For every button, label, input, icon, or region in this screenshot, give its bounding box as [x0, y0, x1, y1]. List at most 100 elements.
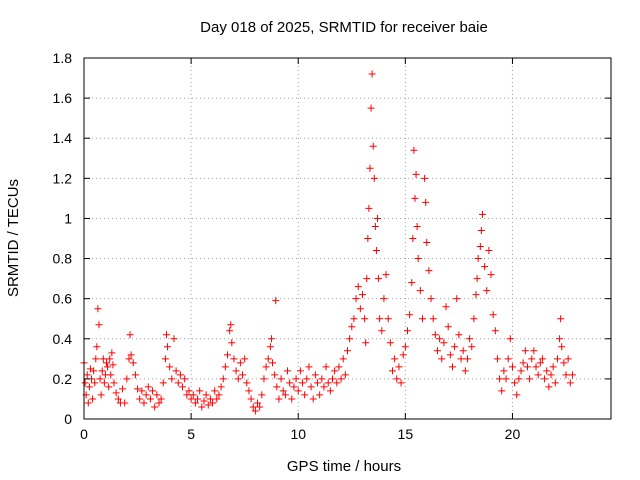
data-point: [406, 311, 414, 319]
data-point: [106, 355, 114, 363]
data-point: [230, 355, 238, 363]
data-point: [337, 375, 345, 383]
data-point: [84, 399, 92, 407]
y-tick-label: 0.4: [53, 331, 73, 347]
data-point: [107, 371, 115, 379]
data-point: [372, 247, 380, 255]
data-point: [191, 399, 199, 407]
data-point: [560, 359, 568, 367]
data-point: [446, 351, 454, 359]
data-point: [228, 339, 236, 347]
data-point: [204, 401, 212, 409]
data-point: [108, 349, 116, 357]
data-point: [301, 391, 309, 399]
data-point: [151, 403, 159, 411]
data-point: [373, 214, 381, 222]
data-point: [221, 363, 229, 371]
data-point: [284, 367, 292, 375]
data-point: [164, 343, 172, 351]
y-tick-label: 0.2: [53, 371, 73, 387]
data-point: [502, 375, 510, 383]
data-point: [378, 327, 386, 335]
data-point: [183, 391, 191, 399]
data-point: [421, 174, 429, 182]
data-point: [418, 315, 426, 323]
data-point: [354, 283, 362, 291]
y-tick-label: 0.6: [53, 291, 73, 307]
data-point: [90, 367, 98, 375]
data-point: [358, 291, 366, 299]
data-point: [138, 387, 146, 395]
data-point: [474, 255, 482, 263]
data-point: [93, 343, 101, 351]
data-point: [362, 339, 370, 347]
data-point: [365, 204, 373, 212]
data-point: [200, 397, 208, 405]
data-point: [545, 383, 553, 391]
data-point: [448, 363, 456, 371]
data-point: [314, 379, 322, 387]
data-point: [466, 335, 474, 343]
data-point: [114, 395, 122, 403]
y-tick-label: 1.2: [53, 170, 73, 186]
data-point: [530, 347, 538, 355]
data-point: [185, 387, 193, 395]
data-point: [348, 323, 356, 331]
data-point: [256, 403, 264, 411]
data-point: [247, 395, 255, 403]
data-point: [288, 395, 296, 403]
data-point: [149, 387, 157, 395]
data-point: [292, 375, 300, 383]
data-point: [174, 379, 182, 387]
data-point: [427, 295, 435, 303]
data-point: [94, 305, 102, 313]
data-point: [526, 375, 534, 383]
data-point: [251, 407, 259, 415]
data-point: [414, 255, 422, 263]
data-point: [198, 403, 206, 411]
data-point: [324, 379, 332, 387]
data-point: [496, 375, 504, 383]
data-point: [368, 70, 376, 78]
data-point: [451, 343, 459, 351]
data-point: [316, 391, 324, 399]
data-point: [477, 226, 485, 234]
data-point: [303, 375, 311, 383]
data-point: [440, 339, 448, 347]
data-point: [123, 375, 131, 383]
data-point: [500, 367, 508, 375]
y-tick-label: 1.4: [53, 130, 73, 146]
data-point: [380, 295, 388, 303]
data-point: [162, 331, 170, 339]
data-point: [538, 355, 546, 363]
data-point: [367, 104, 375, 112]
data-point: [481, 263, 489, 271]
data-point: [564, 355, 572, 363]
data-point: [556, 335, 564, 343]
data-point: [476, 243, 484, 251]
data-point: [119, 385, 127, 393]
data-point: [436, 335, 444, 343]
data-point: [262, 363, 270, 371]
data-point: [487, 271, 495, 279]
data-point: [97, 391, 105, 399]
data-point: [290, 383, 298, 391]
data-point: [519, 359, 527, 367]
data-point: [89, 395, 97, 403]
data-point: [438, 355, 446, 363]
data-point: [493, 355, 501, 363]
data-point: [105, 383, 113, 391]
data-point: [444, 323, 452, 331]
data-point: [126, 331, 134, 339]
data-point: [341, 371, 349, 379]
data-point: [320, 383, 328, 391]
x-tick-label: 10: [290, 426, 306, 442]
data-point: [461, 367, 469, 375]
data-point: [102, 359, 110, 367]
data-point: [562, 371, 570, 379]
data-point: [455, 331, 463, 339]
data-point: [356, 305, 364, 313]
data-point: [243, 379, 251, 387]
x-tick-label: 15: [398, 426, 414, 442]
data-point: [296, 367, 304, 375]
